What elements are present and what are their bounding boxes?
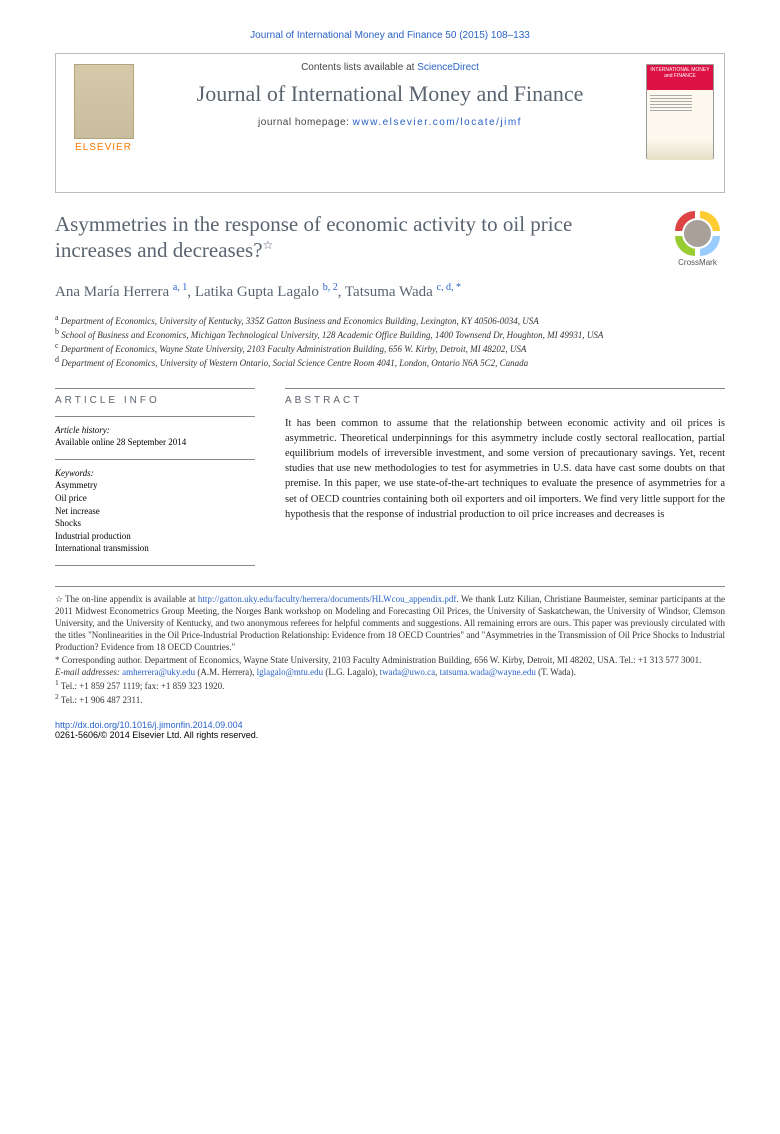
elsevier-logo: ELSEVIER bbox=[66, 64, 141, 153]
elsevier-tree-icon bbox=[74, 64, 134, 139]
keyword-2: Net increase bbox=[55, 505, 255, 518]
affil-b: b School of Business and Economics, Mich… bbox=[55, 327, 725, 341]
title-star: ☆ bbox=[263, 238, 274, 252]
keyword-4: Industrial production bbox=[55, 530, 255, 543]
authors-line: Ana María Herrera a, 1, Latika Gupta Lag… bbox=[55, 281, 725, 303]
email-link-2[interactable]: lglagalo@mtu.edu bbox=[257, 667, 324, 677]
paper-title: Asymmetries in the response of economic … bbox=[55, 211, 650, 264]
author-2-affil-link[interactable]: b, 2 bbox=[323, 282, 338, 293]
affil-a: a Department of Economics, University of… bbox=[55, 313, 725, 327]
cover-body bbox=[647, 90, 713, 160]
crossmark-label: CrossMark bbox=[670, 258, 725, 267]
keywords-block: Keywords: Asymmetry Oil price Net increa… bbox=[55, 459, 255, 566]
emails-label: E-mail addresses: bbox=[55, 667, 122, 677]
footnote-star: ☆The on-line appendix is available at ht… bbox=[55, 593, 725, 654]
contents-line: Contents lists available at ScienceDirec… bbox=[151, 62, 629, 73]
doi-block: http://dx.doi.org/10.1016/j.jimonfin.201… bbox=[55, 720, 725, 740]
crossmark-badge[interactable]: CrossMark bbox=[670, 211, 725, 267]
email-link-3[interactable]: twada@uwo.ca bbox=[380, 667, 436, 677]
author-1-affil-link[interactable]: a, 1 bbox=[173, 282, 187, 293]
keyword-0: Asymmetry bbox=[55, 479, 255, 492]
elsevier-label: ELSEVIER bbox=[66, 142, 141, 153]
keyword-5: International transmission bbox=[55, 542, 255, 555]
citation-line: Journal of International Money and Finan… bbox=[55, 30, 725, 41]
keywords-label: Keywords: bbox=[55, 467, 255, 480]
history-value: Available online 28 September 2014 bbox=[55, 436, 255, 449]
homepage-line: journal homepage: www.elsevier.com/locat… bbox=[151, 117, 629, 128]
affiliations: a Department of Economics, University of… bbox=[55, 313, 725, 370]
cover-title: INTERNATIONAL MONEY and FINANCE bbox=[647, 65, 713, 90]
affil-c: c Department of Economics, Wayne State U… bbox=[55, 341, 725, 355]
contents-prefix: Contents lists available at bbox=[301, 62, 417, 73]
title-text: Asymmetries in the response of economic … bbox=[55, 212, 572, 262]
article-info-head: ARTICLE INFO bbox=[55, 388, 255, 406]
keyword-1: Oil price bbox=[55, 492, 255, 505]
abstract-text: It has been common to assume that the re… bbox=[285, 416, 725, 523]
keyword-3: Shocks bbox=[55, 517, 255, 530]
footnote-tel-2: 2 Tel.: +1 906 487 2311. bbox=[55, 692, 725, 706]
article-info-column: ARTICLE INFO Article history: Available … bbox=[55, 388, 255, 566]
journal-name: Journal of International Money and Finan… bbox=[151, 81, 629, 107]
email-link-4[interactable]: tatsuma.wada@wayne.edu bbox=[440, 667, 536, 677]
abstract-column: ABSTRACT It has been common to assume th… bbox=[285, 388, 725, 566]
author-1: Ana María Herrera bbox=[55, 284, 173, 300]
author-2: , Latika Gupta Lagalo bbox=[187, 284, 322, 300]
footnote-emails: E-mail addresses: amherrera@uky.edu (A.M… bbox=[55, 666, 725, 678]
doi-link[interactable]: http://dx.doi.org/10.1016/j.jimonfin.201… bbox=[55, 720, 243, 730]
homepage-prefix: journal homepage: bbox=[258, 117, 353, 128]
history-label: Article history: bbox=[55, 424, 255, 437]
sciencedirect-link[interactable]: ScienceDirect bbox=[417, 62, 479, 73]
homepage-link[interactable]: www.elsevier.com/locate/jimf bbox=[353, 117, 522, 128]
article-history-block: Article history: Available online 28 Sep… bbox=[55, 416, 255, 459]
crossmark-icon bbox=[675, 211, 720, 256]
author-3: , Tatsuma Wada bbox=[338, 284, 437, 300]
email-link-1[interactable]: amherrera@uky.edu bbox=[122, 667, 195, 677]
abstract-head: ABSTRACT bbox=[285, 388, 725, 406]
footnotes: ☆The on-line appendix is available at ht… bbox=[55, 586, 725, 706]
issn-copyright: 0261-5606/© 2014 Elsevier Ltd. All right… bbox=[55, 730, 725, 740]
header-box: ELSEVIER INTERNATIONAL MONEY and FINANCE… bbox=[55, 53, 725, 193]
affil-d: d Department of Economics, University of… bbox=[55, 355, 725, 369]
journal-cover-thumbnail: INTERNATIONAL MONEY and FINANCE bbox=[646, 64, 714, 159]
footnote-corresponding: * Corresponding author. Department of Ec… bbox=[55, 654, 725, 666]
appendix-link[interactable]: http://gatton.uky.edu/faculty/herrera/do… bbox=[198, 594, 456, 604]
author-3-affil-link[interactable]: c, d, * bbox=[437, 282, 461, 293]
footnote-tel-1: 1 Tel.: +1 859 257 1119; fax: +1 859 323… bbox=[55, 678, 725, 692]
